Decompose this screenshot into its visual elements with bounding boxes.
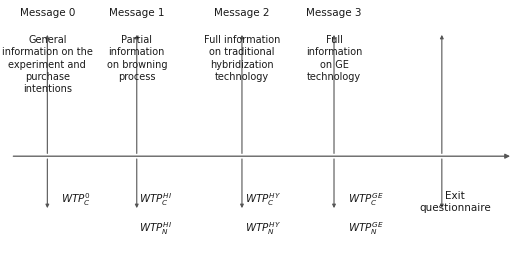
Text: Message 2: Message 2 bbox=[214, 8, 270, 18]
Text: $WTP_C^{HI}$: $WTP_C^{HI}$ bbox=[139, 191, 171, 208]
Text: Message 0: Message 0 bbox=[19, 8, 75, 18]
Text: Full
information
on GE
technology: Full information on GE technology bbox=[306, 35, 362, 82]
Text: $WTP_N^{HY}$: $WTP_N^{HY}$ bbox=[245, 220, 281, 237]
Text: $WTP_C^{HY}$: $WTP_C^{HY}$ bbox=[245, 191, 281, 208]
Text: $WTP_C^{GE}$: $WTP_C^{GE}$ bbox=[348, 191, 383, 208]
Text: Full information
on traditional
hybridization
technology: Full information on traditional hybridiz… bbox=[204, 35, 280, 82]
Text: $WTP_N^{GE}$: $WTP_N^{GE}$ bbox=[348, 220, 383, 237]
Text: $WTP_C^{0}$: $WTP_C^{0}$ bbox=[62, 191, 91, 208]
Text: Exit
questionnaire: Exit questionnaire bbox=[419, 191, 491, 213]
Text: Partial
information
on browning
process: Partial information on browning process bbox=[106, 35, 167, 82]
Text: Message 3: Message 3 bbox=[306, 8, 362, 18]
Text: Message 1: Message 1 bbox=[109, 8, 165, 18]
Text: $WTP_N^{HI}$: $WTP_N^{HI}$ bbox=[139, 220, 171, 237]
Text: General
information on the
experiment and
purchase
intentions: General information on the experiment an… bbox=[2, 35, 93, 94]
